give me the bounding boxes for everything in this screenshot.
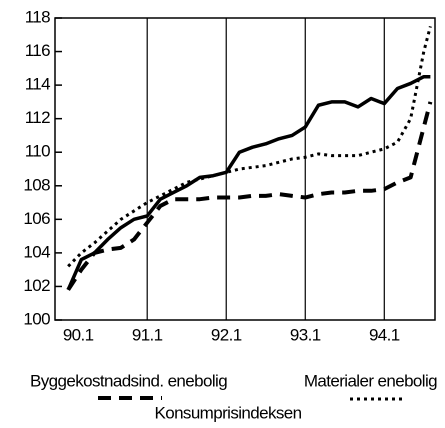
x-tick-label: 92.1 xyxy=(211,325,242,344)
y-tick-label: 112 xyxy=(25,108,50,127)
series-line xyxy=(66,74,431,291)
x-tick-label: 93.1 xyxy=(290,325,321,344)
y-tick-label: 110 xyxy=(25,142,50,161)
y-tick-label: 108 xyxy=(23,175,50,194)
y-tick-label: 114 xyxy=(25,75,50,94)
x-tick-label: 90.1 xyxy=(63,325,94,344)
y-tick-label: 106 xyxy=(23,209,50,228)
plot-frame xyxy=(54,17,436,321)
x-tick-label: 91.1 xyxy=(132,325,163,344)
x-tick-label: 94.1 xyxy=(369,325,400,344)
y-tick-label: 102 xyxy=(23,276,50,295)
legend-label: Konsumprisindeksen xyxy=(154,403,301,422)
y-tick-label: 116 xyxy=(25,41,50,60)
legend-label: Byggekostnadsind. enebolig xyxy=(30,371,227,390)
series-line xyxy=(66,101,433,291)
y-tick-label: 118 xyxy=(25,7,50,26)
y-tick-label: 100 xyxy=(23,309,50,328)
y-tick-label: 104 xyxy=(23,242,50,261)
series-line xyxy=(67,26,432,268)
legend-label: Materialer enebolig xyxy=(304,371,437,390)
